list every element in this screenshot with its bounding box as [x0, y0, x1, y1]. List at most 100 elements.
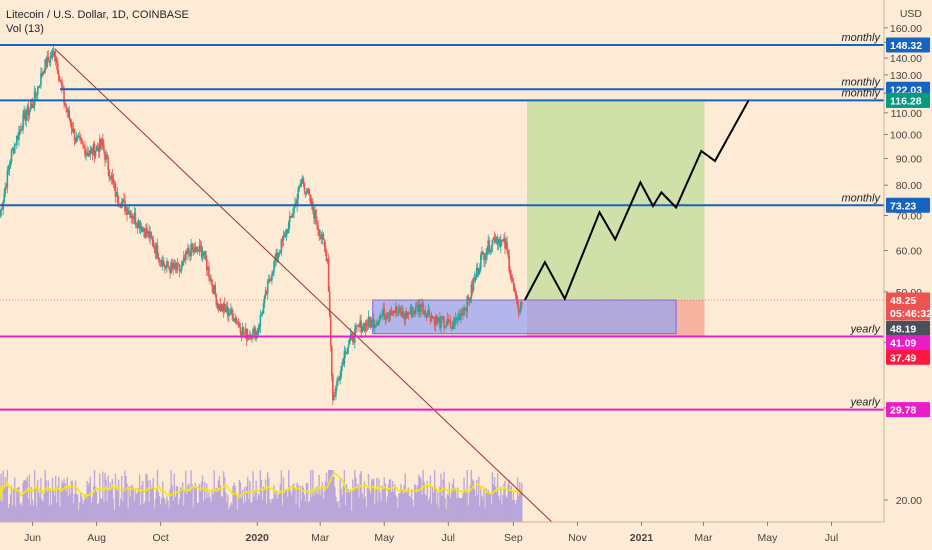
volume-bar — [168, 507, 170, 526]
candle-body — [224, 308, 227, 313]
candle-body — [317, 226, 319, 230]
candle-body — [468, 299, 471, 302]
candle-body — [278, 252, 281, 256]
candle-body — [83, 144, 85, 148]
volume-bar — [314, 487, 316, 526]
volume-bar — [354, 470, 356, 526]
candle-body — [240, 333, 243, 335]
candle-body — [223, 303, 226, 309]
candle-body — [322, 234, 325, 240]
candle-body — [470, 284, 473, 298]
candle-body — [210, 279, 212, 281]
volume-bar — [175, 485, 178, 526]
volume-bar — [81, 496, 83, 526]
candle-body — [288, 215, 291, 223]
candle-body — [311, 201, 313, 205]
price-tag-box — [886, 349, 930, 365]
volume-bar — [63, 479, 65, 526]
volume-bar — [99, 473, 101, 526]
volume-bar — [444, 498, 446, 526]
volume-bar — [427, 500, 430, 526]
candle-body — [386, 316, 389, 319]
volume-bar — [70, 480, 73, 526]
x-tick-label: May — [374, 532, 395, 544]
volume-bar — [219, 485, 222, 526]
volume-bar — [23, 480, 25, 526]
candle-body — [105, 154, 107, 161]
volume-bar — [448, 481, 451, 526]
candle-body — [421, 303, 423, 307]
candle-body — [456, 318, 459, 320]
volume-bar — [193, 487, 195, 526]
candle-body — [153, 247, 156, 248]
candle-body — [225, 306, 228, 313]
candle-body — [405, 311, 408, 318]
volume-bar — [100, 498, 102, 526]
candle-body — [181, 261, 184, 266]
candle-body — [363, 323, 366, 331]
candle-body — [188, 248, 190, 252]
volume-bar — [334, 486, 336, 526]
candle-body — [393, 310, 396, 313]
volume-bar — [136, 492, 139, 526]
volume-bar — [191, 484, 193, 526]
volume-bar — [488, 493, 490, 526]
candle-body — [519, 301, 522, 311]
volume-bar — [449, 498, 452, 526]
candle-body — [495, 237, 498, 240]
candle-body — [112, 179, 115, 184]
volume-bar — [376, 477, 378, 526]
candle-body — [197, 250, 200, 252]
candle-body — [26, 106, 29, 115]
volume-bar — [172, 500, 174, 526]
volume-bar — [484, 508, 486, 526]
volume-bar — [420, 478, 422, 526]
candle-body — [497, 239, 500, 244]
candle-body — [376, 321, 378, 326]
candle-body — [259, 315, 262, 327]
volume-bar — [429, 475, 432, 526]
volume-bar — [88, 482, 90, 526]
candle-body — [340, 365, 343, 377]
volume-bar — [87, 485, 89, 526]
candle-body — [409, 307, 412, 314]
volume-bar — [236, 509, 238, 526]
volume-bar — [134, 490, 137, 526]
candle-body — [286, 229, 289, 233]
volume-bar — [310, 470, 312, 526]
candle-body — [467, 296, 470, 300]
candle-body — [239, 327, 242, 334]
volume-bar — [194, 482, 196, 526]
x-tick-label: Oct — [152, 532, 168, 544]
candle-body — [54, 56, 57, 61]
volume-bar — [293, 483, 295, 526]
candle-body — [183, 257, 186, 260]
candle-body — [21, 129, 23, 131]
candle-body — [52, 51, 55, 52]
candle-body — [74, 140, 77, 143]
candle-body — [146, 228, 148, 234]
candle-body — [337, 378, 339, 381]
volume-bar — [492, 483, 495, 526]
candle-body — [18, 131, 20, 140]
volume-bar — [290, 491, 292, 526]
volume-bar — [315, 494, 317, 526]
volume-bar — [396, 497, 398, 526]
volume-bar — [304, 501, 307, 526]
volume-bar — [217, 480, 220, 526]
candle-body — [235, 317, 238, 323]
candle-body — [414, 305, 417, 314]
volume-bar — [332, 470, 334, 526]
candle-body — [253, 327, 255, 330]
volume-bar — [199, 491, 202, 526]
level-label-monthly: monthly — [841, 32, 881, 44]
candle-body — [401, 311, 403, 316]
candle-body — [242, 327, 245, 333]
candle-body — [417, 305, 419, 312]
volume-bar — [179, 487, 182, 526]
candle-body — [369, 321, 372, 328]
candle-body — [493, 237, 496, 243]
volume-bar — [447, 495, 449, 526]
